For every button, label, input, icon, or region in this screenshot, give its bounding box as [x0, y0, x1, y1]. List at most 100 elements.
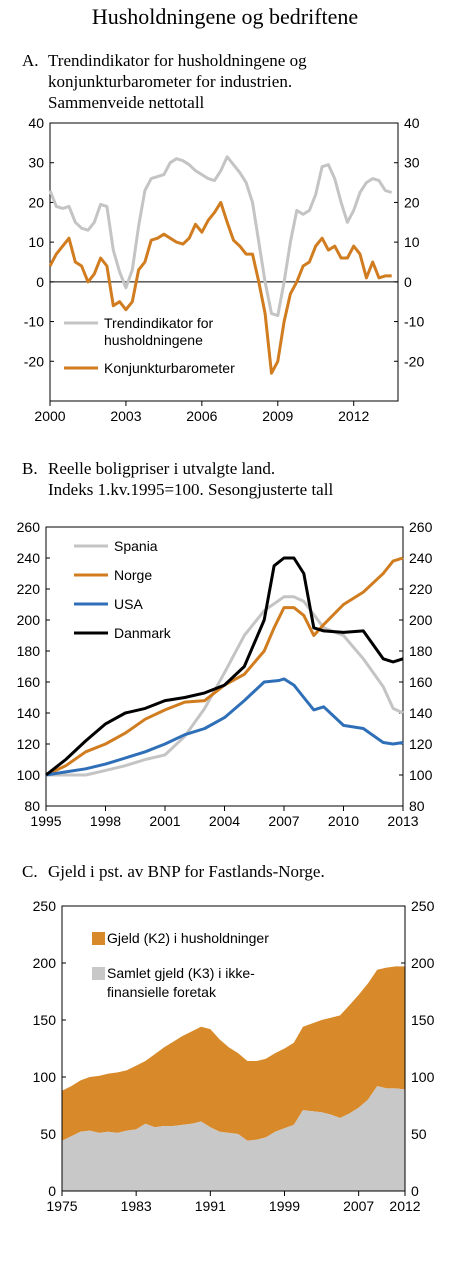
legend-label: Danmark: [114, 625, 172, 641]
x-tick-label: 1975: [46, 1198, 77, 1214]
y-tick-label-right: 160: [409, 674, 433, 690]
y-tick-label-left: 250: [33, 898, 57, 914]
plot-frame: [49, 122, 399, 402]
y-tick-label-right: 0: [411, 1183, 419, 1199]
series-line: [45, 556, 404, 777]
y-tick-label-left: 260: [17, 519, 41, 535]
y-tick-label-right: 180: [409, 643, 433, 659]
x-tick-label: 2012: [338, 408, 369, 424]
panel-a-letter: A.: [22, 51, 39, 70]
y-tick-label-left: 100: [33, 1069, 57, 1085]
legend-label: Konjunkturbarometer: [104, 360, 235, 376]
panel-c-title: C. Gjeld i pst. av BNP for Fastlands-Nor…: [22, 861, 325, 882]
y-tick-label-right: 100: [409, 767, 433, 783]
legend-swatch: [92, 967, 105, 980]
y-tick-label-left: 120: [17, 736, 41, 752]
x-tick-label: 2006: [186, 408, 217, 424]
y-tick-label-right: 220: [409, 581, 433, 597]
legend-label: husholdningene: [104, 332, 203, 348]
y-tick-label-right: 20: [404, 194, 420, 210]
legend-label: USA: [114, 596, 143, 612]
panel-a-title-line: Trendindikator for husholdningene og: [48, 51, 307, 70]
x-tick-label: 1999: [269, 1198, 300, 1214]
panel-c-letter: C.: [22, 862, 38, 881]
y-tick-label-right: 40: [404, 115, 420, 131]
y-tick-label-right: 120: [409, 736, 433, 752]
x-tick-label: 2007: [343, 1198, 374, 1214]
y-tick-label-left: -20: [24, 353, 44, 369]
x-tick-label: 2013: [387, 813, 418, 829]
panel-b-title-line: Reelle boligpriser i utvalgte land.: [48, 459, 276, 478]
y-tick-label-right: 200: [409, 612, 433, 628]
x-tick-label: 2007: [268, 813, 299, 829]
y-tick-label-left: 200: [33, 955, 57, 971]
y-tick-label-left: 30: [28, 155, 44, 171]
legend-label: Trendindikator for: [104, 315, 214, 331]
y-tick-label-left: 20: [28, 194, 44, 210]
y-tick-label-right: 10: [404, 234, 420, 250]
panel-b-title-line: Indeks 1.kv.1995=100. Sesongjusterte tal…: [48, 480, 334, 499]
y-tick-label-left: 200: [17, 612, 41, 628]
y-tick-label-left: 240: [17, 550, 41, 566]
y-tick-label-left: 40: [28, 115, 44, 131]
y-tick-label-left: -10: [24, 314, 44, 330]
x-tick-label: 1983: [121, 1198, 152, 1214]
y-tick-label-left: 100: [17, 767, 41, 783]
y-tick-label-right: 80: [409, 798, 425, 814]
page-title: Husholdningene og bedriftene: [91, 4, 359, 29]
y-tick-label-right: -20: [404, 353, 424, 369]
y-tick-label-left: 150: [33, 1012, 57, 1028]
panel-a-title: A. Trendindikator for husholdningene og …: [22, 50, 307, 113]
legend-label: Gjeld (K2) i husholdninger: [107, 930, 269, 946]
y-tick-label-left: 220: [17, 581, 41, 597]
y-tick-label-left: 160: [17, 674, 41, 690]
x-tick-label: 2009: [262, 408, 293, 424]
x-tick-label: 2003: [110, 408, 141, 424]
y-tick-label-left: 140: [17, 705, 41, 721]
plot-frame-overlay: [61, 905, 406, 1192]
x-tick-label: 1998: [90, 813, 121, 829]
panel-b-letter: B.: [22, 459, 38, 478]
legend-label: Samlet gjeld (K3) i ikke-: [107, 965, 255, 981]
x-tick-label: 2000: [34, 408, 65, 424]
x-tick-label: 2012: [389, 1198, 420, 1214]
series-line: [48, 155, 393, 318]
y-tick-label-right: 0: [404, 274, 412, 290]
series-line: [45, 556, 404, 777]
panel-b-title: B. Reelle boligpriser i utvalgte land. I…: [22, 458, 333, 500]
panel-a-title-line: Sammenveide nettotall: [48, 93, 205, 112]
y-tick-label-left: 50: [40, 1126, 56, 1142]
y-tick-label-right: 50: [411, 1126, 427, 1142]
y-tick-label-right: -10: [404, 314, 424, 330]
y-tick-label-right: 150: [411, 1012, 435, 1028]
y-tick-label-right: 240: [409, 550, 433, 566]
y-tick-label-left: 10: [28, 234, 44, 250]
y-tick-label-right: 100: [411, 1069, 435, 1085]
x-tick-label: 2001: [149, 813, 180, 829]
y-tick-label-left: 180: [17, 643, 41, 659]
panel-a-title-line: konjunkturbarometer for industrien.: [48, 72, 293, 91]
area-foretak: [62, 1086, 405, 1191]
x-tick-label: 1995: [30, 813, 61, 829]
y-tick-label-left: 0: [36, 274, 44, 290]
y-tick-label-left: 80: [24, 798, 40, 814]
legend-label: finansielle foretak: [107, 984, 217, 1000]
legend-label: Norge: [114, 567, 152, 583]
y-tick-label-right: 250: [411, 898, 435, 914]
series-line: [46, 595, 404, 777]
legend-swatch: [92, 932, 105, 945]
legend-label: Spania: [114, 538, 158, 554]
y-tick-label-right: 260: [409, 519, 433, 535]
y-tick-label-right: 140: [409, 705, 433, 721]
x-tick-label: 2004: [209, 813, 240, 829]
panel-c-title-line: Gjeld i pst. av BNP for Fastlands-Norge.: [48, 862, 325, 881]
series-line: [48, 200, 392, 375]
series-line: [45, 677, 404, 777]
x-tick-label: 2010: [328, 813, 359, 829]
y-tick-label-right: 30: [404, 155, 420, 171]
y-tick-label-right: 200: [411, 955, 435, 971]
area-husholdninger: [62, 966, 405, 1141]
